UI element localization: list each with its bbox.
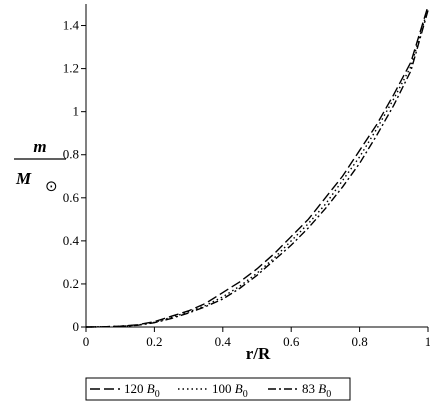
x-axis-title: r/R xyxy=(246,344,271,363)
y-tick-label: 1.4 xyxy=(63,18,80,33)
y-tick-label: 1.2 xyxy=(63,61,79,76)
legend-label-1: 120 B0 xyxy=(124,381,160,400)
y-axis-numerator: m xyxy=(33,137,46,156)
x-tick-label: 0.2 xyxy=(146,334,162,349)
legend-label-3: 83 B0 xyxy=(302,381,331,400)
y-tick-label: 0 xyxy=(73,319,80,334)
x-tick-label: 0 xyxy=(83,334,90,349)
y-tick-label: 0.2 xyxy=(63,276,79,291)
legend-label-2: 100 B0 xyxy=(212,381,248,400)
plot-area xyxy=(85,4,428,328)
series-line-3 xyxy=(85,10,429,328)
y-axis-denominator-sub: ⊙ xyxy=(45,177,58,195)
y-axis-title: m M ⊙ xyxy=(14,137,66,195)
x-tick-label: 1 xyxy=(425,334,430,349)
y-axis-denominator: M xyxy=(15,169,32,188)
y-tick-label: 1 xyxy=(73,104,80,119)
y-tick-label: 0.4 xyxy=(63,233,80,248)
legend-box xyxy=(85,377,351,401)
legend: 120 B0 100 B0 83 B0 xyxy=(85,377,351,401)
x-tick-label: 0.8 xyxy=(351,334,367,349)
x-tick-label: 0.6 xyxy=(283,334,300,349)
series-line-2 xyxy=(85,8,429,328)
series-layer xyxy=(85,5,429,328)
series-line-1 xyxy=(85,5,429,328)
x-tick-label: 0.4 xyxy=(215,334,232,349)
y-tick-label: 0.8 xyxy=(63,147,79,162)
y-tick-label: 0.6 xyxy=(63,190,80,205)
ticks-layer: 0 0.2 0.4 0.6 0.8 1 0 0.2 0.4 0.6 0.8 1 1.2 1.4 xyxy=(63,18,430,349)
